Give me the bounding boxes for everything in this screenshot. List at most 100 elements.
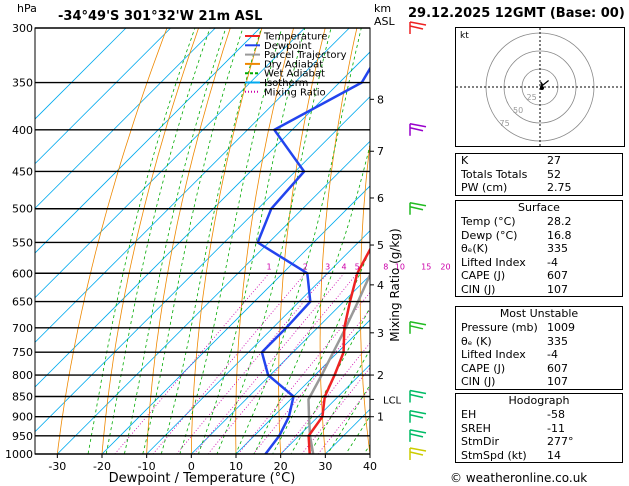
wet-adiabat-line [197, 28, 306, 454]
hpa-axis-label: hPa [17, 2, 37, 15]
surface-row: Dewp (°C) 16.8 [456, 229, 622, 243]
hodograph-stat-value: -58 [547, 408, 565, 421]
surface-panel: Surface Temp (°C) 28.2 Dewp (°C) 16.8 θₑ(K) 3… [455, 200, 623, 297]
pressure-tick-label: 650 [12, 296, 33, 309]
hodograph-ring-label: 25 [527, 93, 537, 102]
km-tick-label: 3 [377, 327, 384, 340]
wet-adiabat-line [327, 384, 370, 454]
wind-barb [409, 389, 427, 403]
legend-label: Isotherm [264, 78, 308, 89]
km-tick-label: 7 [377, 145, 384, 158]
surface-value: -4 [547, 255, 558, 269]
mixing-ratio-label: 10 [395, 262, 405, 271]
index-row: K 27 [456, 154, 622, 168]
storm-motion-marker [540, 86, 544, 90]
most-unstable-label: CAPE (J) [461, 361, 506, 375]
location-title: -34°49'S 301°32'W 21m ASL [58, 9, 262, 24]
isotherm-line [35, 51, 370, 388]
x-tick-label: -20 [93, 460, 111, 473]
dry-adiabat-line [101, 28, 200, 454]
mixing-ratio-label: 8 [383, 262, 388, 271]
temperature-line [307, 246, 370, 454]
legend-label: Parcel Trajectory [264, 50, 347, 61]
x-tick-label: 0 [188, 460, 195, 473]
km-tick-label: 6 [377, 192, 384, 205]
hodograph-stat-value: 14 [547, 448, 561, 462]
surface-row: Lifted Index -4 [456, 256, 622, 270]
km-tick-label: 2 [377, 369, 384, 382]
pressure-tick-label: 750 [12, 346, 33, 359]
isotherm-line [101, 185, 370, 454]
footer-credit[interactable]: © weatheronline.co.uk [450, 471, 588, 485]
surface-value: 335 [547, 242, 568, 255]
most-unstable-value: 335 [547, 334, 568, 348]
pressure-tick-label: 500 [12, 203, 33, 216]
most-unstable-label: Lifted Index [461, 348, 526, 361]
wind-barb [409, 21, 427, 34]
wet-adiabat-line [123, 28, 227, 454]
x-tick-label: 10 [229, 460, 243, 473]
hodograph-stat-row: StmSpd (kt) 14 [456, 449, 622, 463]
isotherm-line [191, 274, 370, 454]
surface-value: 28.2 [547, 215, 572, 228]
most-unstable-value: 1009 [547, 321, 575, 334]
km-tick-label: 4 [377, 279, 384, 292]
mixing-ratio-label: 4 [342, 262, 347, 271]
isotherm-line [146, 230, 370, 454]
x-tick-label: 20 [274, 460, 288, 473]
hodograph-stats-title: Hodograph [508, 394, 570, 407]
surface-row: θₑ(K) 335 [456, 242, 622, 256]
datetime-title: 29.12.2025 12GMT (Base: 00) [408, 6, 625, 21]
hodograph-stat-value: 277° [547, 435, 574, 448]
wet-adiabat-line [235, 28, 362, 454]
mixing-ratio-label: 2 [303, 262, 308, 271]
wind-barb [409, 202, 427, 215]
hodograph-stat-label: StmSpd (kt) [461, 448, 527, 462]
km-axis-label: km [374, 2, 391, 15]
index-row: PW (cm) 2.75 [456, 181, 622, 195]
wind-barb [409, 123, 427, 136]
surface-label: Dewp (°C) [461, 228, 518, 242]
wind-barb [409, 409, 427, 423]
wet-adiabat-line [179, 28, 283, 454]
mixing-ratio-line [237, 291, 370, 454]
hodograph-unit-label: kt [460, 31, 469, 41]
index-value: 27 [547, 154, 561, 167]
surface-row: CIN (J) 107 [456, 283, 622, 297]
pressure-tick-label: 300 [12, 22, 33, 35]
index-label: PW (cm) [461, 181, 508, 194]
isotherm-line [35, 28, 261, 254]
most-unstable-panel: Most Unstable Pressure (mb) 1009 θₑ (K) 335… [455, 306, 623, 390]
isotherm-line [57, 140, 370, 454]
dry-adiabat-line [399, 0, 433, 471]
pressure-tick-label: 850 [12, 390, 33, 403]
index-value: 2.75 [547, 181, 572, 194]
x-tick-label: -30 [48, 460, 66, 473]
most-unstable-label: Pressure (mb) [461, 321, 538, 334]
legend-label: Temperature [263, 32, 327, 43]
hodograph-ring-label: 75 [500, 119, 510, 128]
wet-adiabat-line [87, 28, 196, 454]
most-unstable-label: CIN (J) [461, 375, 496, 388]
hodograph-stat-value: -11 [547, 421, 565, 435]
isotherm-line [35, 96, 370, 433]
mixing-ratio-line [280, 342, 370, 454]
wet-adiabat-line [160, 28, 262, 454]
index-label: K [461, 154, 469, 167]
index-label: Totals Totals [461, 167, 528, 181]
wind-barb [409, 429, 427, 442]
x-tick-label: 40 [363, 460, 377, 473]
lcl-label: LCL [383, 395, 402, 406]
most-unstable-row: θₑ (K) 335 [456, 335, 622, 349]
surface-value: 107 [547, 282, 568, 296]
most-unstable-title: Most Unstable [499, 307, 579, 320]
pressure-tick-label: 700 [12, 322, 33, 335]
pressure-tick-label: 1000 [5, 448, 33, 461]
pressure-tick-label: 900 [12, 411, 33, 424]
surface-label: CAPE (J) [461, 269, 506, 282]
dewpoint-line [256, 66, 370, 454]
surface-title: Surface [518, 201, 560, 214]
hodograph-stat-row: EH -58 [456, 408, 622, 422]
hodograph-stat-label: EH [461, 408, 477, 421]
